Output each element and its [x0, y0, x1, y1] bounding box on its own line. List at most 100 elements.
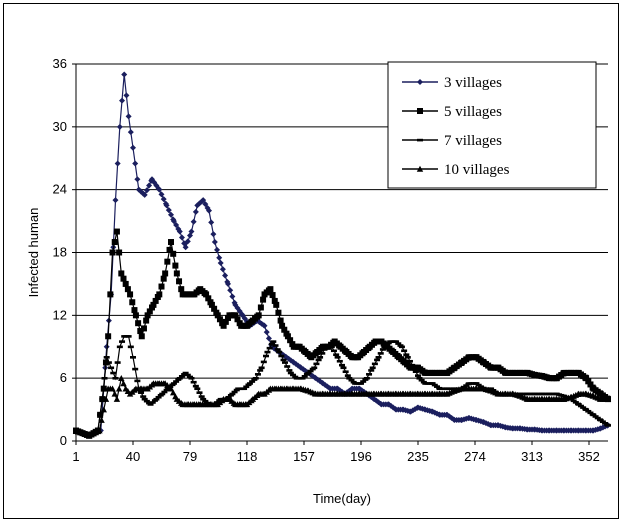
data-point	[141, 191, 148, 198]
data-point	[575, 403, 582, 406]
data-point	[412, 370, 419, 374]
data-point	[393, 340, 400, 343]
data-point	[116, 123, 123, 130]
data-point	[333, 353, 340, 357]
data-point	[192, 208, 199, 215]
legend-item: 7 villages	[402, 133, 502, 149]
legend-item: 5 villages	[402, 104, 502, 120]
data-point	[261, 322, 268, 329]
data-point	[375, 356, 382, 359]
data-point	[268, 342, 275, 346]
data-point	[583, 408, 590, 411]
data-point	[401, 349, 408, 353]
y-tick-label: 36	[53, 56, 67, 71]
data-point	[146, 308, 153, 315]
x-tick-label: 196	[350, 449, 372, 464]
data-point	[241, 387, 248, 391]
data-point	[116, 345, 123, 349]
data-point	[409, 363, 416, 367]
data-point	[178, 286, 185, 293]
data-point	[602, 421, 609, 425]
data-point	[182, 244, 189, 251]
data-point	[287, 371, 294, 375]
data-point	[381, 345, 388, 349]
data-point	[170, 382, 177, 385]
data-point	[156, 291, 163, 298]
data-point	[260, 360, 267, 364]
data-point	[121, 71, 128, 78]
legend-label: 7 villages	[444, 133, 502, 149]
data-point	[176, 228, 183, 235]
data-point	[383, 343, 390, 347]
data-point	[118, 374, 125, 381]
data-point	[229, 392, 236, 396]
data-point	[122, 280, 129, 287]
data-point	[119, 97, 126, 104]
data-point	[406, 359, 413, 363]
data-point	[475, 383, 482, 387]
x-tick-label: 118	[237, 449, 258, 464]
data-point	[336, 359, 343, 363]
y-tick-label: 30	[53, 119, 67, 134]
data-point	[192, 384, 199, 388]
legend-item: 3 villages	[402, 75, 502, 91]
data-point	[281, 326, 288, 333]
data-point	[205, 295, 212, 302]
data-point	[219, 266, 226, 273]
data-point	[103, 343, 110, 350]
data-point	[120, 275, 127, 282]
y-tick-label: 0	[60, 433, 67, 448]
data-point	[278, 354, 285, 358]
data-point	[267, 286, 274, 293]
data-point	[305, 371, 312, 375]
data-point	[137, 328, 144, 335]
data-point	[170, 250, 177, 257]
data-point	[169, 383, 176, 387]
data-point	[172, 262, 179, 269]
data-point	[111, 239, 118, 246]
data-point	[151, 399, 158, 402]
data-point	[284, 365, 291, 368]
data-point	[173, 222, 180, 229]
data-point	[111, 390, 118, 397]
data-point	[233, 388, 240, 392]
data-point	[403, 353, 410, 357]
data-point	[299, 376, 306, 380]
data-point	[211, 305, 218, 312]
data-point	[417, 79, 423, 85]
data-point	[398, 345, 405, 349]
data-point	[279, 322, 286, 329]
data-point	[592, 415, 599, 418]
data-point	[123, 92, 130, 99]
data-point	[198, 395, 205, 398]
data-point	[277, 317, 284, 324]
data-point	[159, 392, 166, 396]
data-point	[132, 160, 139, 167]
data-point	[243, 385, 250, 389]
data-point	[585, 409, 592, 413]
data-point	[97, 413, 104, 417]
data-point	[417, 108, 423, 114]
data-point	[580, 406, 587, 409]
data-point	[184, 238, 191, 245]
data-point	[254, 373, 261, 376]
data-point	[129, 299, 136, 306]
data-point	[286, 369, 293, 372]
legend-item: 10 villages	[402, 162, 510, 178]
data-point	[290, 373, 297, 377]
data-point	[98, 416, 105, 423]
data-point	[379, 348, 386, 351]
data-point	[208, 301, 215, 308]
data-point	[105, 333, 112, 340]
data-point	[125, 113, 132, 120]
data-point	[360, 380, 367, 383]
data-point	[366, 373, 373, 376]
data-point	[114, 160, 121, 167]
data-point	[112, 376, 119, 380]
data-point	[275, 309, 282, 316]
data-point	[287, 337, 294, 344]
data-point	[263, 329, 270, 336]
data-point	[570, 399, 577, 403]
data-point	[107, 291, 114, 298]
